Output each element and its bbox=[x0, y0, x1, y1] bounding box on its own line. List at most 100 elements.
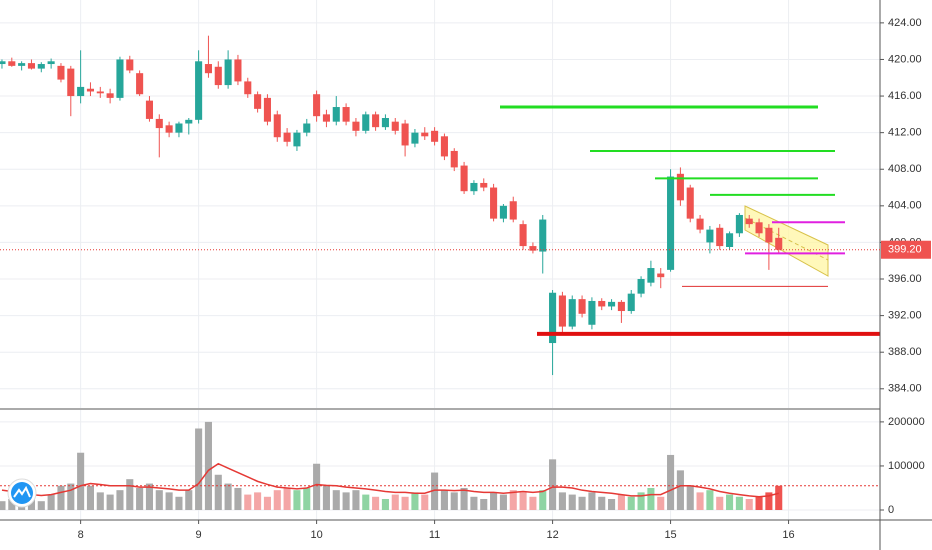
candle-body bbox=[0, 61, 6, 65]
volume-bar bbox=[391, 494, 399, 510]
candle-body bbox=[342, 107, 350, 122]
volume-bar bbox=[224, 483, 232, 510]
candle-body bbox=[303, 123, 311, 133]
volume-bar bbox=[480, 498, 488, 510]
candle-body bbox=[18, 63, 26, 66]
volume-bar bbox=[745, 498, 753, 510]
candle-body bbox=[57, 65, 65, 80]
candle-body bbox=[273, 114, 281, 138]
candle-body bbox=[460, 165, 468, 192]
candle-body bbox=[440, 136, 448, 157]
volume-bar bbox=[273, 490, 281, 510]
volume-bar bbox=[716, 496, 724, 510]
candle-body bbox=[106, 93, 114, 98]
volume-tick-label: 100000 bbox=[888, 460, 925, 472]
candle-body bbox=[116, 59, 124, 98]
candle-body bbox=[263, 97, 271, 122]
candle-body bbox=[637, 279, 645, 294]
candle-body bbox=[745, 218, 753, 225]
volume-bar bbox=[450, 492, 458, 510]
logo-icon bbox=[13, 485, 31, 498]
candle-body bbox=[627, 293, 635, 312]
candle-body bbox=[657, 273, 665, 278]
volume-bar bbox=[362, 494, 370, 510]
candle-body bbox=[391, 121, 399, 131]
candle-body bbox=[716, 227, 724, 247]
volume-bar bbox=[686, 485, 694, 510]
logo bbox=[7, 478, 37, 508]
volume-tick-label: 0 bbox=[888, 504, 894, 516]
candle-body bbox=[558, 295, 566, 327]
candle-body bbox=[598, 300, 606, 307]
volume-bar bbox=[568, 494, 576, 510]
x-tick-label: 8 bbox=[78, 529, 84, 541]
candle-body bbox=[214, 66, 222, 86]
candle-body bbox=[480, 182, 488, 188]
candle-body bbox=[696, 218, 704, 230]
candle-body bbox=[686, 187, 694, 219]
candle-body bbox=[726, 233, 734, 247]
x-tick-label: 11 bbox=[429, 529, 440, 541]
y-tick-label: 396.00 bbox=[888, 273, 922, 285]
candle-body bbox=[8, 61, 16, 66]
candle-body bbox=[224, 59, 232, 86]
volume-bar bbox=[126, 479, 134, 510]
y-tick-label: 388.00 bbox=[888, 346, 922, 358]
volume-bar bbox=[421, 494, 429, 510]
volume-bar bbox=[519, 492, 527, 510]
candle-body bbox=[470, 182, 478, 192]
volume-bar bbox=[726, 494, 734, 510]
volume-bar bbox=[381, 498, 389, 510]
volume-bar bbox=[637, 492, 645, 510]
candle-body bbox=[450, 150, 458, 168]
candle-body bbox=[755, 222, 763, 234]
x-tick-label: 15 bbox=[664, 529, 676, 541]
volume-bar bbox=[332, 490, 340, 510]
candle-body bbox=[499, 205, 507, 219]
x-tick-label: 10 bbox=[310, 529, 322, 541]
candle-body bbox=[421, 132, 429, 137]
volume-bar bbox=[647, 487, 655, 510]
volume-bar bbox=[234, 487, 242, 510]
candle-body bbox=[352, 121, 360, 131]
candle-body bbox=[578, 299, 586, 314]
volume-bar bbox=[96, 492, 104, 510]
candle-body bbox=[608, 301, 616, 307]
candle-body bbox=[86, 88, 94, 92]
candle-body bbox=[155, 118, 163, 129]
volume-bar bbox=[431, 472, 439, 510]
volume-bar bbox=[254, 492, 262, 510]
candle-body bbox=[381, 118, 389, 128]
candle-body bbox=[244, 81, 252, 95]
candle-body bbox=[676, 173, 684, 201]
candle-body bbox=[136, 73, 144, 95]
volume-bar bbox=[136, 487, 144, 510]
candle-body bbox=[37, 64, 45, 69]
y-tick-label: 404.00 bbox=[888, 200, 922, 212]
candle-body bbox=[145, 100, 153, 119]
candle-body bbox=[185, 119, 193, 124]
candle-body bbox=[519, 224, 527, 247]
volume-bar bbox=[322, 485, 330, 510]
candle-body bbox=[490, 187, 498, 219]
y-tick-label: 420.00 bbox=[888, 53, 922, 65]
volume-bar bbox=[342, 492, 350, 510]
volume-bar bbox=[676, 470, 684, 510]
volume-bar bbox=[549, 459, 557, 510]
candle-body bbox=[617, 301, 625, 312]
candle-body bbox=[549, 292, 557, 344]
volume-bar bbox=[77, 452, 85, 510]
volume-bar bbox=[214, 474, 222, 510]
candle-body bbox=[529, 246, 537, 251]
candle-body bbox=[126, 59, 134, 71]
candle-body bbox=[411, 132, 419, 144]
candle-body bbox=[667, 176, 675, 270]
volume-bar bbox=[244, 494, 252, 510]
volume-bar bbox=[598, 496, 606, 510]
volume-ma-line bbox=[1, 462, 779, 498]
candle-body bbox=[735, 214, 743, 234]
volume-bar bbox=[283, 487, 291, 510]
x-tick-label: 9 bbox=[196, 529, 202, 541]
y-tick-label: 416.00 bbox=[888, 90, 922, 102]
